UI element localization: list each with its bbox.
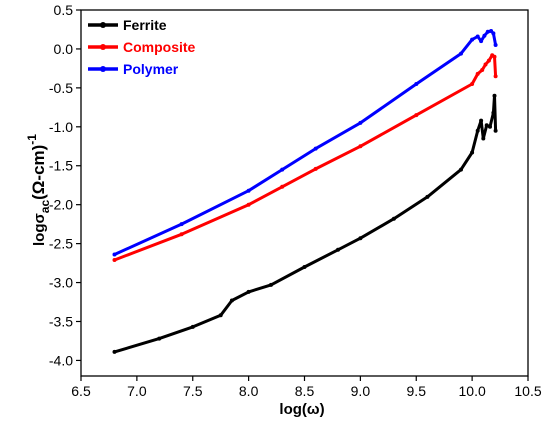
y-axis: 0.5 0.0 -0.5 -1.0 -1.5 -2.0 -2.5 -3.0 -3.5 -4.0 bbox=[49, 2, 81, 368]
legend-marker-composite bbox=[100, 44, 106, 50]
y-tick-label: -3.0 bbox=[49, 275, 73, 291]
data-point-ferrite bbox=[269, 282, 273, 287]
x-tick-label: 10.0 bbox=[459, 383, 486, 399]
data-point-composite bbox=[179, 232, 184, 237]
data-point-composite bbox=[486, 58, 491, 63]
y-tick-label: 0.5 bbox=[54, 2, 74, 18]
y-axis-label-sup: -1 bbox=[25, 134, 39, 145]
y-tick-label: -4.0 bbox=[49, 352, 73, 368]
data-point-ferrite bbox=[488, 124, 492, 129]
data-point-polymer bbox=[358, 120, 363, 125]
data-point-polymer bbox=[414, 82, 419, 86]
x-tick-label: 6.5 bbox=[71, 383, 91, 399]
data-point-ferrite bbox=[302, 265, 307, 269]
data-point-polymer bbox=[112, 252, 117, 257]
data-point-ferrite bbox=[475, 128, 480, 133]
data-point-ferrite bbox=[484, 123, 489, 128]
data-point-ferrite bbox=[391, 216, 396, 221]
data-point-composite bbox=[492, 54, 497, 59]
y-axis-label-base: logσ bbox=[31, 213, 48, 246]
data-point-composite bbox=[475, 71, 480, 76]
data-point-ferrite bbox=[218, 313, 223, 318]
x-tick-label: 7.0 bbox=[127, 383, 147, 399]
y-tick-label: -0.5 bbox=[49, 80, 73, 96]
legend-label-composite: Composite bbox=[123, 39, 196, 55]
data-point-composite bbox=[280, 184, 285, 189]
data-point-ferrite bbox=[493, 128, 498, 133]
data-point-composite bbox=[480, 68, 485, 72]
data-point-composite bbox=[414, 113, 419, 118]
legend: Ferrite Composite Polymer bbox=[88, 17, 196, 77]
data-point-ferrite bbox=[229, 298, 234, 303]
series-layer bbox=[112, 29, 498, 354]
y-tick-label: -1.5 bbox=[49, 158, 73, 174]
data-point-polymer bbox=[485, 29, 490, 34]
data-point-ferrite bbox=[470, 150, 475, 155]
legend-label-polymer: Polymer bbox=[123, 61, 179, 77]
data-point-ferrite bbox=[479, 118, 484, 123]
y-axis-label-sub: ac bbox=[38, 200, 52, 214]
legend-marker-polymer bbox=[100, 66, 106, 72]
data-point-ferrite bbox=[112, 349, 117, 354]
y-axis-label: logσac(Ω-cm)-1 bbox=[25, 134, 52, 246]
data-point-composite bbox=[493, 74, 498, 79]
x-tick-label: 9.5 bbox=[407, 383, 427, 399]
data-point-polymer bbox=[479, 39, 484, 44]
data-point-composite bbox=[112, 258, 117, 262]
y-tick-label: -2.5 bbox=[49, 236, 73, 252]
data-point-polymer bbox=[491, 31, 496, 36]
data-point-composite bbox=[470, 82, 475, 86]
data-point-ferrite bbox=[246, 289, 251, 294]
data-point-ferrite bbox=[157, 336, 162, 341]
data-point-ferrite bbox=[492, 93, 497, 98]
x-axis: 6.5 7.0 7.5 8.0 8.5 9.0 9.5 10.0 10.5 bbox=[71, 376, 542, 399]
data-point-composite bbox=[358, 144, 363, 149]
data-point-ferrite bbox=[336, 247, 340, 252]
data-point-polymer bbox=[280, 167, 285, 172]
data-point-polymer bbox=[493, 43, 498, 47]
x-axis-label: log(ω) bbox=[279, 401, 324, 418]
x-tick-label: 8.5 bbox=[295, 383, 315, 399]
y-tick-label: -2.0 bbox=[49, 197, 73, 213]
plot-frame bbox=[80, 9, 529, 377]
data-point-ferrite bbox=[481, 136, 486, 141]
y-tick-label: 0.0 bbox=[54, 41, 74, 57]
data-point-composite bbox=[246, 202, 251, 207]
data-point-polymer bbox=[459, 51, 463, 56]
data-point-polymer bbox=[475, 34, 480, 39]
data-point-ferrite bbox=[358, 236, 363, 241]
data-point-polymer bbox=[470, 37, 475, 42]
data-point-polymer bbox=[482, 33, 487, 38]
data-point-polymer bbox=[313, 146, 318, 151]
data-point-polymer bbox=[179, 222, 184, 227]
x-tick-label: 7.5 bbox=[183, 383, 203, 399]
y-tick-label: -1.0 bbox=[49, 119, 73, 135]
x-tick-label: 9.0 bbox=[351, 383, 371, 399]
data-point-composite bbox=[313, 166, 318, 171]
data-point-polymer bbox=[246, 188, 251, 193]
data-point-ferrite bbox=[425, 194, 430, 199]
data-point-ferrite bbox=[459, 167, 463, 172]
x-tick-label: 8.0 bbox=[239, 383, 259, 399]
y-tick-label: -3.5 bbox=[49, 313, 73, 329]
data-point-ferrite bbox=[491, 110, 496, 115]
y-axis-label-unit: (Ω-cm) bbox=[29, 145, 48, 200]
legend-label-ferrite: Ferrite bbox=[123, 17, 167, 33]
svg-text:logσac(Ω-cm)-1: logσac(Ω-cm)-1 bbox=[25, 134, 52, 246]
x-tick-label: 10.5 bbox=[514, 383, 541, 399]
legend-marker-ferrite bbox=[100, 22, 106, 28]
data-point-composite bbox=[483, 62, 488, 67]
data-point-ferrite bbox=[190, 324, 195, 329]
